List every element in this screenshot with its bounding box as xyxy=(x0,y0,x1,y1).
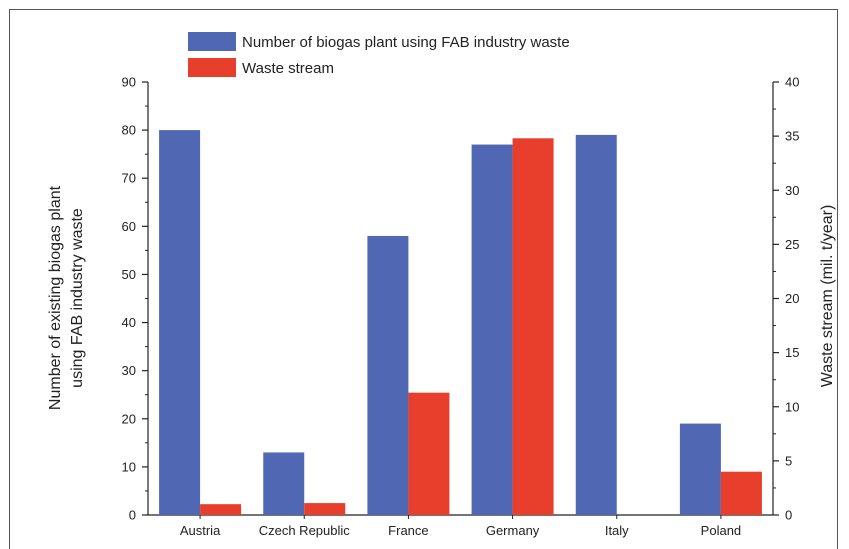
left-axis-title: Number of existing biogas plant using FAB… xyxy=(47,185,86,410)
x-tick-label: Italy xyxy=(605,523,629,538)
left-tick-label: 10 xyxy=(122,459,136,474)
right-tick-label: 15 xyxy=(785,345,799,360)
legend-label: Waste stream xyxy=(242,60,334,77)
bar-biogas-plants xyxy=(575,134,617,515)
left-tick-label: 60 xyxy=(122,219,136,234)
axes: 0 10 20 30 40 50 60 70 80 90 0 5 10 15 20 25 30 35 40 Austr… xyxy=(122,75,800,539)
left-tick-label: 20 xyxy=(122,411,136,426)
right-tick-label: 25 xyxy=(785,237,799,252)
left-axis-title-line: using FAB industry waste xyxy=(69,208,86,388)
x-tick-label: Czech Republic xyxy=(259,523,351,538)
left-tick-label: 80 xyxy=(122,123,136,138)
right-tick-label: 40 xyxy=(785,75,799,90)
chart-frame xyxy=(9,9,838,549)
left-tick-label: 50 xyxy=(122,267,136,282)
left-tick-label: 0 xyxy=(129,508,136,523)
bars xyxy=(159,130,762,516)
bar-biogas-plants xyxy=(263,452,305,515)
bar-biogas-plants xyxy=(159,130,201,515)
bar-biogas-plants xyxy=(679,423,721,515)
right-tick-label: 0 xyxy=(785,508,792,523)
left-tick-label: 70 xyxy=(122,171,136,186)
bar-waste-stream xyxy=(512,138,554,516)
x-tick-label: France xyxy=(388,523,428,538)
x-tick-label: Germany xyxy=(486,523,540,538)
legend: Number of biogas plant using FAB industr… xyxy=(188,32,570,77)
bar-waste-stream xyxy=(304,503,346,515)
left-tick-label: 40 xyxy=(122,315,136,330)
right-tick-label: 5 xyxy=(785,453,792,468)
right-tick-label: 30 xyxy=(785,183,799,198)
right-tick-label: 20 xyxy=(785,291,799,306)
right-tick-label: 35 xyxy=(785,129,799,144)
x-tick-label: Poland xyxy=(701,523,741,538)
legend-label: Number of biogas plant using FAB industr… xyxy=(242,34,570,51)
bar-biogas-plants xyxy=(471,144,513,516)
legend-swatch xyxy=(188,32,236,51)
bar-biogas-plants xyxy=(367,235,409,515)
left-tick-label: 90 xyxy=(122,75,136,90)
x-tick-label: Austria xyxy=(180,523,221,538)
right-axis-title: Waste stream (mil. t/year) xyxy=(819,205,836,388)
right-tick-label: 10 xyxy=(785,399,799,414)
left-axis-title-line: Number of existing biogas plant xyxy=(47,185,64,410)
bar-waste-stream xyxy=(720,471,762,515)
bar-waste-stream xyxy=(408,392,450,515)
bar-waste-stream xyxy=(200,504,242,515)
legend-swatch xyxy=(188,58,236,77)
left-tick-label: 30 xyxy=(122,363,136,378)
